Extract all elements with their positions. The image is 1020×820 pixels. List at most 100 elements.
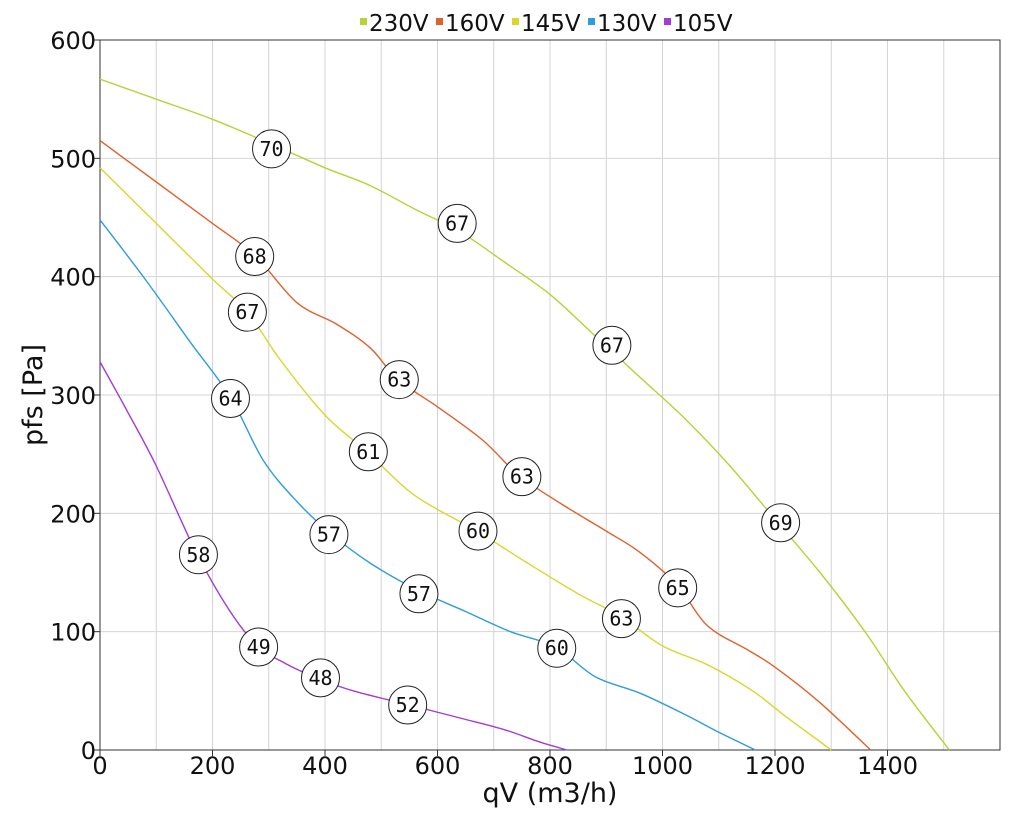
point-label: 63 [601,599,641,639]
legend-label: 160V [445,11,505,37]
point-label: 68 [235,237,275,277]
y-tick-label: 500 [50,145,96,173]
point-label: 49 [239,627,279,667]
point-label: 70 [252,129,292,169]
point-label-text: 48 [308,666,332,690]
point-label-circle [309,515,349,555]
point-label-circle [239,627,279,667]
x-axis-title: qV (m3/h) [483,778,618,809]
legend-swatch [588,18,595,25]
point-label-text: 67 [600,333,624,357]
point-label-circle [399,574,439,614]
y-axis-title: pfs [Pa] [18,344,49,446]
legend-label: 230V [369,11,429,37]
point-label-circle [658,568,698,608]
grid [100,40,1000,750]
legend-item-230V: 230V [360,11,429,37]
point-label-text: 67 [445,211,469,235]
series-line-130V [99,219,756,751]
series-line-160V [99,140,872,751]
x-tick-label: 0 [92,752,107,780]
legend-swatch [512,18,519,25]
legend: 230V 160V 145V 130V 105V [360,11,733,37]
point-label: 63 [502,457,542,497]
y-tick-label: 200 [50,500,96,528]
point-label: 61 [348,432,388,472]
point-label-circle [235,237,275,277]
point-label-circle [252,129,292,169]
y-tick-label: 100 [50,619,96,647]
point-label-circle [537,628,577,668]
point-label-text: 52 [396,693,420,717]
point-label-circle [761,503,801,543]
point-label-circle [437,203,477,243]
point-label: 64 [211,379,250,419]
x-tick-label: 400 [302,752,348,780]
legend-item-160V: 160V [436,11,505,37]
point-label: 67 [437,203,477,243]
axis-ticks: 0 200 400 600 800 1000 1200 1400 0 100 200 300 400 50… [50,27,918,780]
point-label: 57 [399,574,439,614]
y-tick-label: 600 [50,27,96,55]
point-label: 60 [458,511,498,551]
y-tick-label: 400 [50,264,96,292]
point-label-text: 69 [769,511,793,535]
series-line-145V [99,167,832,751]
point-label-circle [502,457,542,497]
x-tick-label: 1200 [744,752,805,780]
point-label-text: 57 [407,582,431,606]
legend-swatch [360,18,367,25]
point-label-circle [458,511,498,551]
point-label: 65 [658,568,698,608]
legend-swatch [664,18,671,25]
legend-item-145V: 145V [512,11,581,37]
point-label-circle [601,599,641,639]
point-label-circle [227,292,267,332]
point-label-circle [348,432,388,472]
x-tick-label: 1000 [632,752,693,780]
point-label-text: 60 [466,519,490,543]
point-label: 67 [592,325,632,365]
point-label-text: 63 [510,465,534,489]
point-label: 69 [761,503,801,543]
legend-label: 130V [597,11,657,37]
point-label-circle [592,325,632,365]
point-label-circle [379,360,419,400]
point-label-circle [388,685,428,725]
legend-label: 105V [673,11,733,37]
y-tick-label: 0 [81,737,96,765]
x-tick-label: 600 [415,752,461,780]
x-tick-label: 200 [190,752,236,780]
x-tick-label: 800 [527,752,573,780]
point-label-circle [301,658,340,698]
point-labels: 70 67 67 69 68 63 63 65 67 61 60 63 64 57 57 60 58 49 48 52 [178,129,801,725]
point-label-text: 70 [260,137,284,161]
point-label-text: 49 [247,635,271,659]
point-label: 67 [227,292,267,332]
series-line-105V [99,361,568,751]
point-label-text: 65 [666,576,690,600]
legend-item-105V: 105V [664,11,733,37]
point-label-text: 68 [243,245,267,269]
point-label-text: 64 [218,387,242,411]
point-label: 60 [537,628,577,668]
point-label-text: 67 [235,300,259,324]
point-label-circle [178,535,218,575]
point-label: 58 [178,535,218,575]
y-tick-label: 300 [50,382,96,410]
point-label: 57 [309,515,349,555]
x-tick-label: 1400 [857,752,918,780]
point-label-text: 61 [356,440,380,464]
legend-item-130V: 130V [588,11,657,37]
legend-swatch [436,18,443,25]
point-label-text: 57 [317,523,341,547]
point-label: 63 [379,360,419,400]
legend-label: 145V [521,11,581,37]
point-label-text: 63 [609,607,633,631]
point-label-text: 60 [545,636,569,660]
point-label-text: 58 [186,543,210,567]
point-label: 48 [301,658,340,698]
point-label: 52 [388,685,428,725]
point-label-text: 63 [387,368,411,392]
